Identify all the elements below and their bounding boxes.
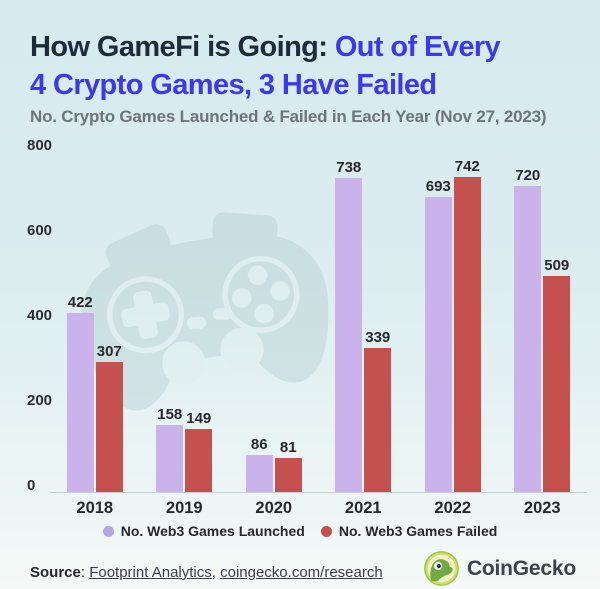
x-axis-label-2021: 2021: [344, 499, 382, 517]
bar-column: 720: [514, 167, 542, 492]
bar-value-label: 307: [96, 343, 122, 360]
y-axis-tick-400: 400: [27, 307, 53, 324]
failed-bar-2021: [364, 348, 392, 492]
legend-dot-icon: [102, 525, 114, 537]
bar-value-label: 86: [250, 436, 268, 453]
page-title: How GameFi is Going: Out of Every 4 Cryp…: [30, 28, 501, 104]
bar-pair: 158 149: [156, 152, 213, 492]
launched-bar-2019: [156, 425, 184, 492]
bar-pair: 720 509: [514, 152, 571, 492]
bar-value-label: 720: [515, 167, 541, 184]
bar-value-label: 158: [157, 406, 183, 423]
y-axis-tick-200: 200: [27, 392, 53, 409]
failed-bar-2018: [95, 362, 123, 492]
x-axis-label-2019: 2019: [165, 499, 203, 517]
legend-item: No. Web3 Games Failed: [320, 523, 498, 539]
x-axis-line: [50, 492, 587, 493]
launched-bar-2021: [335, 178, 363, 492]
x-axis-label-2023: 2023: [523, 499, 561, 517]
bar-value-label: 339: [365, 329, 391, 346]
bar-column: 422: [66, 294, 94, 492]
launched-bar-2022: [424, 197, 452, 492]
bar-column: 509: [543, 257, 571, 492]
title-dark-part: How GameFi is Going:: [30, 31, 335, 63]
bar-pair: 693 742: [424, 152, 481, 492]
bar-value-label: 149: [186, 410, 212, 427]
source-link-footprint-analytics[interactable]: Footprint Analytics: [89, 564, 212, 581]
bar-group-2022: 693 742 2022: [408, 152, 498, 518]
bar-pair: 738 339: [335, 152, 392, 492]
launched-bar-2023: [514, 186, 542, 492]
launched-bar-2018: [66, 313, 94, 492]
failed-bar-2023: [543, 276, 571, 492]
legend-item: No. Web3 Games Launched: [102, 523, 305, 539]
bar-pair: 422 307: [66, 152, 123, 492]
bar-value-label: 422: [67, 294, 93, 311]
source-line: Source: Footprint Analytics, coingecko.c…: [30, 564, 383, 581]
bar-column: 158: [156, 406, 184, 492]
bar-column: 149: [185, 410, 213, 492]
source-link-coingecko-research[interactable]: coingecko.com/research: [220, 564, 383, 581]
bar-pair: 86 81: [245, 152, 302, 492]
bar-value-label: 738: [336, 159, 362, 176]
footer: Source: Footprint Analytics, coingecko.c…: [0, 539, 600, 589]
legend-dot-icon: [320, 525, 332, 537]
legend-label: No. Web3 Games Launched: [120, 523, 305, 539]
bar-group-2023: 720 509 2023: [498, 152, 588, 518]
x-axis-label-2020: 2020: [255, 499, 293, 517]
source-label: Source: [30, 564, 81, 581]
legend: No. Web3 Games Launched No. Web3 Games Fa…: [0, 523, 600, 539]
bar-column: 81: [274, 439, 302, 492]
coingecko-wordmark: CoinGecko: [466, 556, 576, 580]
bar-value-label: 742: [454, 158, 480, 175]
x-axis-label-2018: 2018: [76, 499, 114, 517]
failed-bar-2020: [274, 458, 302, 492]
chart-subtitle: No. Crypto Games Launched & Failed in Ea…: [30, 107, 547, 126]
legend-label: No. Web3 Games Failed: [338, 523, 498, 539]
failed-bar-2019: [185, 429, 213, 492]
bar-column: 742: [453, 158, 481, 492]
bar-column: 86: [245, 436, 273, 492]
coingecko-logo-icon: [424, 551, 459, 586]
bar-value-label: 509: [544, 257, 570, 274]
bar-column: 693: [424, 178, 452, 492]
bar-group-2021: 738 339 2021: [319, 152, 409, 518]
bar-value-label: 81: [279, 439, 297, 456]
launched-bar-2020: [245, 455, 273, 492]
plot-area: 422 307 2018 158 149 2019 86 81 2020 738 339 2021 69…: [50, 152, 587, 518]
bar-group-2018: 422 307 2018: [50, 152, 140, 518]
bar-column: 738: [335, 159, 363, 492]
title-line-2: 4 Crypto Games, 3 Have Failed: [30, 69, 437, 101]
bar-column: 307: [95, 343, 123, 492]
bar-group-2019: 158 149 2019: [140, 152, 230, 518]
gamepad-watermark-icon: [80, 212, 329, 411]
title-accent-part: Out of Every: [334, 31, 501, 63]
y-axis-tick-0: 0: [27, 477, 36, 494]
x-axis-label-2022: 2022: [434, 499, 472, 517]
coingecko-brand: CoinGecko: [424, 551, 576, 586]
failed-bar-2022: [453, 177, 481, 492]
bar-column: 339: [364, 329, 392, 492]
y-axis-tick-800: 800: [27, 137, 53, 154]
bar-group-2020: 86 81 2020: [229, 152, 319, 518]
title-line-1: How GameFi is Going: Out of Every: [30, 28, 501, 66]
y-axis-tick-600: 600: [27, 222, 53, 239]
bar-value-label: 693: [425, 178, 451, 195]
